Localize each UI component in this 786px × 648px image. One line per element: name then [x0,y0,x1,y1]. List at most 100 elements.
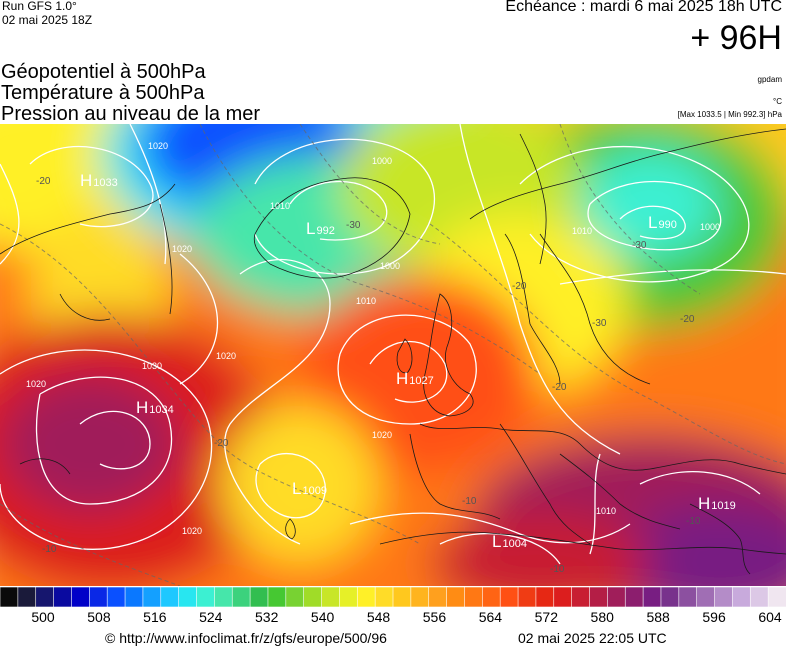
geopotential-field [0,124,786,586]
legend-tick: 500 [31,609,55,625]
unit-temperature: °C [773,97,782,106]
temperature-label: -20 [36,176,51,187]
legend-swatch [446,587,466,607]
legend-swatch [499,587,519,607]
legend-swatch [678,587,698,607]
legend-swatch [142,587,162,607]
isobar-label: 1020 [148,141,168,151]
title-geopotential: Géopotentiel à 500hPa [1,61,206,83]
temperature-label: -20 [512,281,527,292]
legend-tick: 540 [310,609,335,625]
legend-tick: 516 [143,609,167,625]
temperature-label: -10 [42,544,57,555]
pressure-center: H1033 [80,171,118,190]
legend-tick: 524 [199,609,223,625]
legend-swatch [553,587,573,607]
legend-swatch [767,587,786,607]
legend-swatch [231,587,251,607]
legend-swatch [196,587,216,607]
isobar-labels: 1020 1000 1010 1000 1010 1030 1020 1020 1020 1020… [26,141,720,536]
temperature-label: -20 [680,314,695,325]
legend-tick: 596 [702,609,726,625]
legend-swatch [124,587,144,607]
title-pressure: Pression au niveau de la mer [1,103,261,125]
generated-time: 02 mai 2025 22:05 UTC [518,630,667,646]
legend-swatch [249,587,269,607]
temperature-label: -10 [550,564,565,575]
legend-swatch [339,587,359,607]
legend-swatch [517,587,537,607]
temperature-label: -20 [552,382,567,393]
legend-swatch [160,587,180,607]
color-legend-bar [0,587,786,607]
isobar-label: 1000 [372,156,392,166]
isobar-label: 1010 [596,506,616,516]
legend-swatch [356,587,376,607]
pressure-center: L1004 [492,532,527,551]
isobar-label: 1020 [372,430,392,440]
pressure-center: H1027 [396,369,434,388]
isobar-label: 1020 [26,379,46,389]
temperature-labels: -20 -30 -30 -10 -20 -20 -30 -20 -20 -10 -10 -10 [36,176,701,575]
forecast-valid-time: Echéance : mardi 6 mai 2025 18h UTC [505,0,782,15]
pressure-center: L1009 [292,479,327,498]
isobar-label: 1010 [356,296,376,306]
legend-tick: 588 [646,609,670,625]
pressure-center: L990 [648,213,677,232]
temperature-label: -30 [592,318,607,329]
legend-tick: 580 [590,609,614,625]
legend-swatch [607,587,627,607]
isobar-label: 1010 [572,226,592,236]
legend-tick: 532 [255,609,279,625]
source-url: © http://www.infoclimat.fr/z/gfs/europe/… [105,630,387,646]
isobar-label: 1000 [700,222,720,232]
temperature-label: -20 [214,438,229,449]
temperature-label: -10 [686,516,701,527]
weather-map-svg: H1033 L992 L990 H1034 H1027 L1009 L1004 H1019 1… [0,124,786,586]
unit-geopotential: gpdam [757,75,782,84]
pressure-center: H1019 [698,494,736,513]
legend-tick: 508 [87,609,111,625]
legend-swatch [392,587,412,607]
legend-swatch [482,587,501,607]
temperature-label: -30 [632,240,647,251]
legend-swatch [410,587,430,607]
run-date: 02 mai 2025 18Z [2,13,93,27]
isobar-label: 1000 [380,261,400,271]
legend-swatch [303,587,323,607]
legend-tick: 548 [366,609,391,625]
legend-swatch [0,587,19,607]
temperature-label: -30 [346,220,361,231]
legend-swatch [71,587,91,607]
legend-swatch [285,587,305,607]
legend-swatch [642,587,662,607]
legend-swatch [106,587,126,607]
pressure-center: L992 [306,219,335,238]
legend-swatch [696,587,716,607]
temperature-label: -10 [462,496,477,507]
legend-swatch [53,587,73,607]
legend-swatch [178,587,198,607]
legend-swatch [714,587,734,607]
isobar-label: 1030 [142,361,162,371]
temperature-lines [0,124,786,586]
pressure-center: H1034 [136,398,174,417]
forecast-lead-time: + 96H [690,19,782,57]
legend-swatch [89,587,108,607]
legend-swatch [589,587,609,607]
legend-swatch [428,587,448,607]
weather-map: H1033 L992 L990 H1034 H1027 L1009 L1004 H1019 1… [0,124,786,586]
legend-tick: 604 [758,609,782,625]
legend-tick: 564 [478,609,503,625]
legend-swatch [214,587,234,607]
isobar-label: 1010 [270,201,290,211]
legend-swatch [535,587,555,607]
legend-swatch [374,587,394,607]
legend-swatch [571,587,591,607]
legend-swatch [624,587,644,607]
run-label: Run GFS 1.0° [2,0,77,13]
legend-tick: 572 [534,609,558,625]
legend-swatch [267,587,287,607]
legend-swatch [464,587,484,607]
isobars [0,124,786,565]
